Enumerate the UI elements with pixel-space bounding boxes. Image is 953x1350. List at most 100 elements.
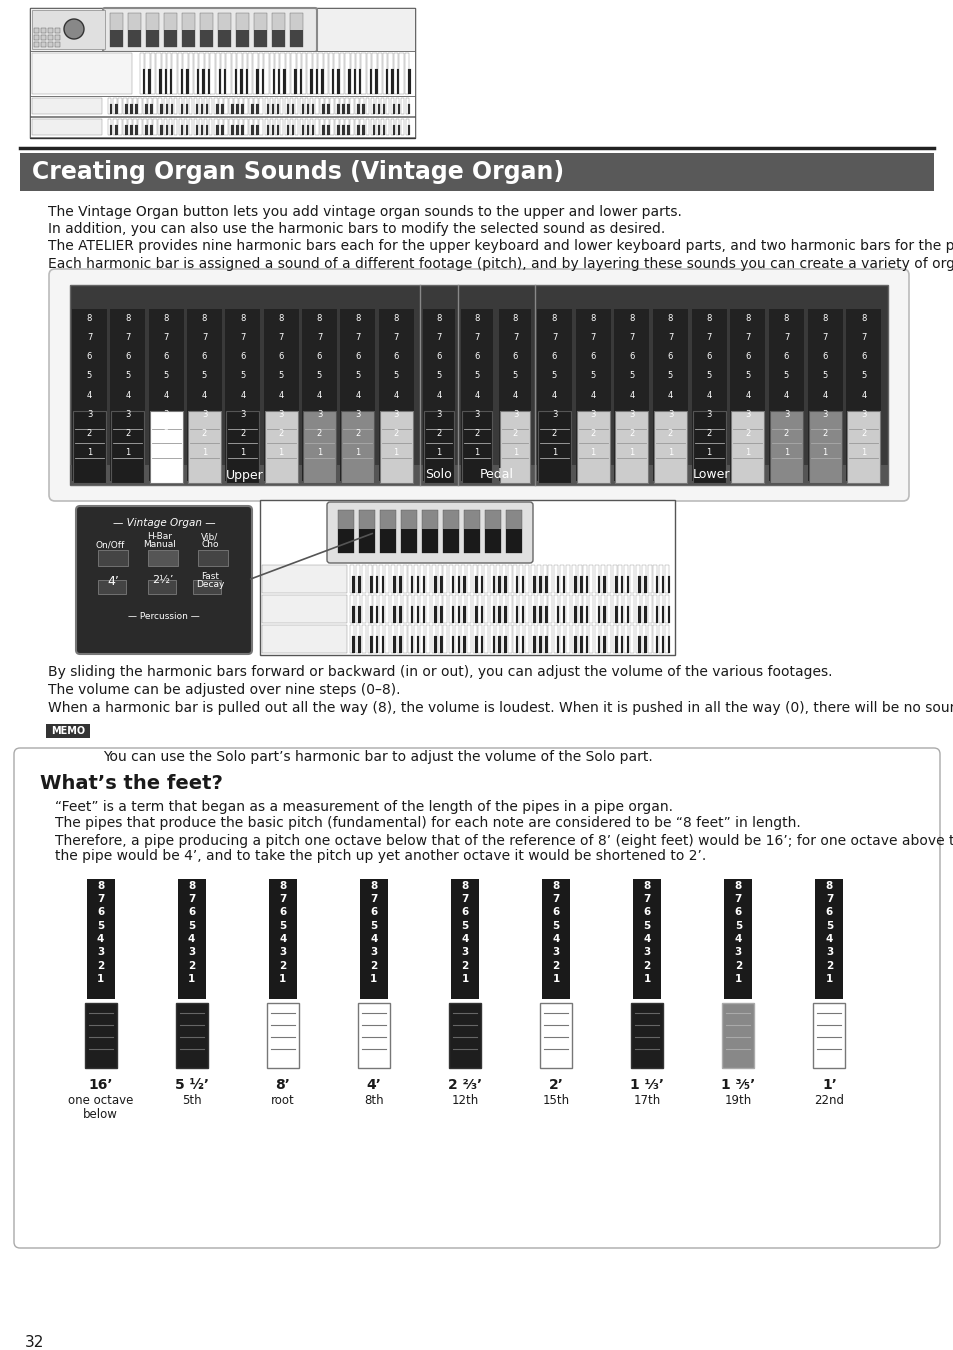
Text: 8’: 8’: [275, 1079, 290, 1092]
Bar: [252, 126, 253, 135]
Bar: [177, 53, 182, 94]
Bar: [332, 69, 335, 94]
Text: 2: 2: [551, 429, 557, 437]
Bar: [664, 595, 668, 622]
Text: 4: 4: [667, 390, 673, 400]
Bar: [361, 566, 365, 593]
Text: The Vintage Organ button lets you add vintage organ sounds to the upper and lowe: The Vintage Organ button lets you add vi…: [48, 205, 681, 219]
Bar: [518, 595, 522, 622]
Text: 8: 8: [461, 880, 468, 891]
Bar: [361, 595, 365, 622]
Bar: [193, 99, 197, 113]
Text: 6: 6: [316, 352, 322, 362]
Bar: [394, 53, 398, 94]
Bar: [41, 28, 46, 32]
Text: 5: 5: [370, 921, 377, 930]
Bar: [505, 529, 521, 554]
Text: 1: 1: [355, 448, 360, 456]
Text: 7: 7: [97, 894, 104, 904]
Bar: [252, 104, 253, 113]
Bar: [537, 625, 540, 653]
Bar: [357, 1003, 390, 1068]
Bar: [667, 576, 669, 593]
Bar: [408, 625, 412, 653]
Text: 2: 2: [97, 961, 104, 971]
Bar: [34, 42, 39, 47]
Text: By sliding the harmonic bars forward or backward (in or out), you can adjust the: By sliding the harmonic bars forward or …: [48, 666, 832, 679]
Bar: [730, 309, 764, 481]
Text: 5: 5: [590, 371, 596, 381]
Bar: [408, 595, 412, 622]
Bar: [272, 126, 274, 135]
Bar: [274, 99, 278, 113]
Bar: [210, 53, 214, 94]
Bar: [340, 119, 343, 135]
Text: 7: 7: [370, 894, 377, 904]
Bar: [32, 119, 102, 135]
Text: 2: 2: [461, 961, 468, 971]
Text: 8: 8: [643, 880, 650, 891]
Bar: [377, 53, 382, 94]
Bar: [305, 99, 308, 113]
Bar: [241, 104, 244, 113]
Bar: [314, 119, 318, 135]
Bar: [577, 625, 581, 653]
Bar: [189, 99, 193, 113]
Bar: [110, 104, 112, 113]
Bar: [253, 30, 267, 47]
Text: 6: 6: [706, 352, 711, 362]
Bar: [664, 625, 668, 653]
Bar: [576, 410, 609, 483]
Text: 1: 1: [667, 448, 673, 456]
Bar: [224, 119, 228, 135]
Bar: [301, 126, 304, 135]
Bar: [437, 625, 441, 653]
Bar: [239, 119, 243, 135]
Bar: [692, 410, 725, 483]
Bar: [375, 119, 378, 135]
Text: 8: 8: [667, 315, 673, 323]
Bar: [236, 126, 238, 135]
Bar: [221, 126, 223, 135]
Bar: [496, 625, 499, 653]
Bar: [209, 99, 213, 113]
Bar: [559, 566, 563, 593]
Bar: [507, 625, 511, 653]
Bar: [128, 30, 141, 47]
Bar: [264, 99, 268, 113]
Text: 1: 1: [552, 973, 559, 984]
Text: 8: 8: [125, 315, 131, 323]
Bar: [48, 35, 53, 40]
Bar: [653, 595, 657, 622]
Bar: [385, 566, 389, 593]
Bar: [70, 464, 419, 485]
Bar: [542, 566, 546, 593]
Bar: [382, 53, 387, 94]
Bar: [215, 104, 218, 113]
Bar: [342, 104, 344, 113]
Bar: [406, 99, 409, 113]
Bar: [377, 104, 379, 113]
Bar: [270, 53, 274, 94]
Bar: [466, 595, 470, 622]
Text: When a harmonic bar is pulled out all the way (8), the volume is loudest. When i: When a harmonic bar is pulled out all th…: [48, 701, 953, 716]
Bar: [201, 126, 203, 135]
Text: The volume can be adjusted over nine steps (0–8).: The volume can be adjusted over nine ste…: [48, 683, 400, 697]
Text: the pipe would be 4’, and to take the pitch up yet another octave it would be sh: the pipe would be 4’, and to take the pi…: [55, 849, 705, 863]
Text: 1 ⅓’: 1 ⅓’: [630, 1079, 663, 1092]
Bar: [370, 69, 373, 94]
Bar: [583, 566, 587, 593]
Bar: [358, 636, 360, 653]
Bar: [451, 879, 478, 999]
Bar: [378, 595, 383, 622]
Bar: [768, 309, 803, 481]
Text: 1: 1: [125, 448, 131, 456]
Bar: [386, 69, 389, 94]
Bar: [475, 606, 477, 622]
Bar: [234, 69, 237, 94]
Text: 2: 2: [163, 429, 169, 437]
Bar: [524, 566, 529, 593]
Bar: [513, 595, 517, 622]
Bar: [160, 104, 163, 113]
Bar: [195, 126, 198, 135]
